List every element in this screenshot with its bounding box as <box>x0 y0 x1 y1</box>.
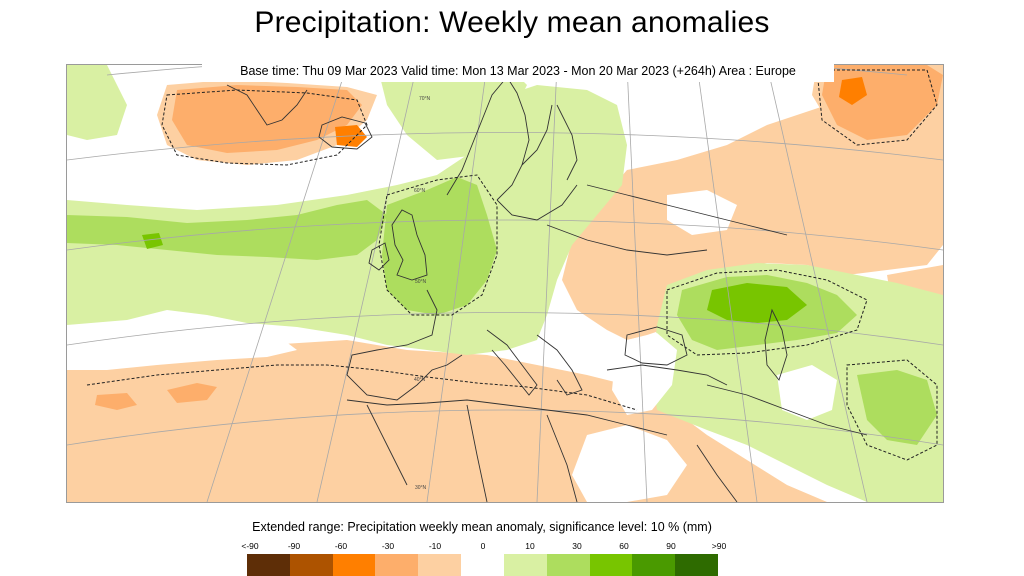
legend-swatch-10 <box>675 554 718 576</box>
legend-swatch-8 <box>589 554 633 576</box>
legend-tick: 0 <box>480 541 486 551</box>
legend-swatch-0 <box>247 554 290 576</box>
border-russia <box>586 184 788 236</box>
neutral-region-sahara <box>572 425 687 502</box>
map-canvas: 70°N 60°N 50°N 40°N 30°N <box>67 65 943 502</box>
coast-turkey <box>606 364 728 386</box>
graticule-label-60n: 60°N <box>414 188 426 194</box>
contour-southeast <box>846 359 938 461</box>
coast-greenland <box>226 84 308 126</box>
legend-swatch-6 <box>503 554 547 576</box>
contour-ne <box>816 69 938 146</box>
neutral-regions <box>67 190 837 502</box>
legend-tick: 60 <box>619 541 629 551</box>
coast-ireland <box>368 242 390 271</box>
border-middle-east <box>706 384 868 436</box>
coast-sweden <box>521 104 553 166</box>
moderate-dry-iceland <box>172 85 362 153</box>
parallel-30n <box>67 409 943 446</box>
border-east-europe <box>546 224 708 256</box>
parallel-40n <box>67 312 943 346</box>
graticule-label-50n: 50°N <box>415 279 427 285</box>
legend-swatch-5 <box>461 554 504 576</box>
legend-tick: -90 <box>287 541 301 551</box>
border-sahara <box>366 404 578 502</box>
graticule-labels: 70°N 60°N 50°N 40°N 30°N <box>414 96 431 491</box>
legend-tick: 90 <box>666 541 676 551</box>
coast-north-africa <box>346 399 668 436</box>
coast-uk <box>391 209 428 281</box>
legend-color-bar <box>247 554 718 576</box>
meridian-a <box>316 65 418 502</box>
legend-swatch-1 <box>289 554 333 576</box>
strong-wet-regions <box>142 233 807 323</box>
legend-tick: 10 <box>525 541 535 551</box>
map-info-banner: Base time: Thu 09 Mar 2023 Valid time: M… <box>202 62 834 82</box>
neutral-region-black-sea <box>612 333 677 415</box>
meridian-e <box>696 65 758 502</box>
strong-dry-ne <box>839 77 867 105</box>
coast-black-sea <box>624 326 688 366</box>
chart-title: Precipitation: Weekly mean anomalies <box>254 6 770 39</box>
legend-swatch-3 <box>375 554 419 576</box>
contour-south <box>86 364 638 411</box>
legend-swatch-2 <box>332 554 376 576</box>
graticule-label-30n: 30°N <box>415 485 427 491</box>
contour-central <box>378 174 498 316</box>
legend-tick: -30 <box>381 541 395 551</box>
legend-swatch-9 <box>632 554 676 576</box>
parallel-60n <box>67 132 943 161</box>
coast-finland <box>556 104 578 181</box>
legend-tick: >90 <box>711 541 727 551</box>
legend-swatch-7 <box>546 554 590 576</box>
coast-balkans-greece <box>536 334 583 396</box>
legend-tick: -10 <box>428 541 442 551</box>
contour-iceland <box>161 89 368 166</box>
moderate-dry-atlantic-2 <box>95 393 137 410</box>
moderate-wet-central <box>382 177 497 315</box>
legend-title: Extended range: Precipitation weekly mea… <box>252 520 712 534</box>
dry-region-east <box>562 85 943 340</box>
legend-swatch-4 <box>418 554 462 576</box>
moderate-dry-regions <box>95 65 943 410</box>
coast-caspian <box>764 308 788 381</box>
neutral-region-west <box>67 323 297 370</box>
significance-contours <box>86 69 938 461</box>
legend-tick: <-90 <box>241 541 259 551</box>
meridian-c <box>536 65 558 502</box>
wet-region-nw <box>67 65 127 140</box>
coast-iceland <box>318 116 373 150</box>
legend-tick: -60 <box>334 541 348 551</box>
moderate-dry-atlantic <box>167 383 217 403</box>
legend-tick: 30 <box>572 541 582 551</box>
moderate-wet-southeast <box>857 370 937 445</box>
coast-red-sea <box>696 444 738 502</box>
strong-wet-atlantic <box>142 233 163 249</box>
meridian-b <box>426 65 488 502</box>
neutral-region-east <box>777 365 837 420</box>
wet-region-scandinavia <box>377 65 527 160</box>
meridian-f <box>206 65 348 502</box>
coastlines-and-borders <box>226 76 868 502</box>
parallel-50n <box>67 219 943 251</box>
graticule-label-40n: 40°N <box>414 377 426 383</box>
coast-france-iberia <box>346 289 463 401</box>
strong-wet-east <box>707 283 807 323</box>
coast-norway <box>446 76 530 201</box>
anomaly-map: 70°N 60°N 50°N 40°N 30°N <box>66 64 944 503</box>
graticule-label-70n: 70°N <box>419 96 431 102</box>
coast-italy <box>486 329 538 396</box>
contour-east <box>666 269 868 356</box>
neutral-region-north-east <box>667 190 737 235</box>
meridian-g <box>766 65 868 502</box>
coast-baltic <box>496 184 578 221</box>
legend-ticks: <-90 -90 -60 -30 -10 0 10 30 60 90 >90 <box>0 541 1024 553</box>
